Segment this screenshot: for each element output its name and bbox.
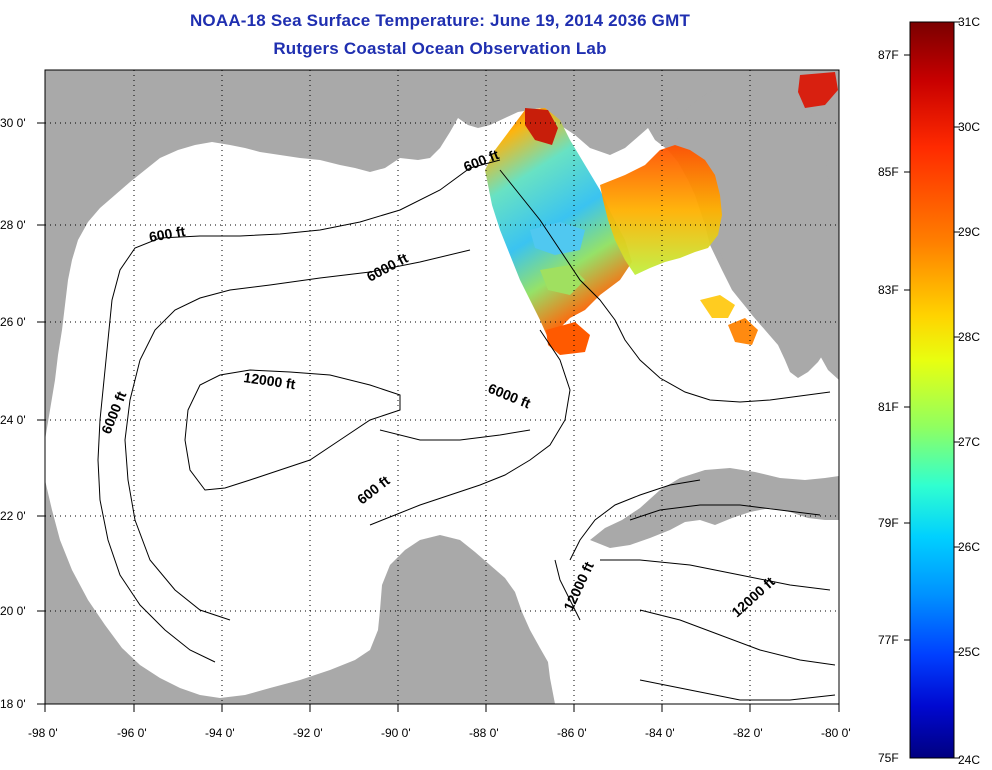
lon-label: -82 0' [733,726,763,740]
lat-label: 28 0' [0,218,26,232]
lon-label: -86 0' [557,726,587,740]
lon-label: -96 0' [117,726,147,740]
lon-label: -84 0' [645,726,675,740]
colorbar-fahrenheit-label: 79F [878,516,899,530]
map-subtitle: Rutgers Coastal Ocean Observation Lab [273,39,607,58]
lon-label: -88 0' [469,726,499,740]
map-area [45,70,839,704]
colorbar-fahrenheit-label: 85F [878,165,899,179]
land-florida [662,70,837,378]
lon-label: -98 0' [28,726,58,740]
colorbar-fahrenheit-label: 77F [878,633,899,647]
colorbar-celsius-label: 30C [958,120,980,134]
axis-ticks [37,122,840,712]
lat-axis-labels: 30 0' 28 0' 26 0' 24 0' 22 0' 20 0' 18 0… [0,116,26,711]
sst-swath [485,72,838,355]
colorbar-celsius-label: 28C [958,330,980,344]
lon-label: -94 0' [205,726,235,740]
lon-axis-labels: -98 0' -96 0' -94 0' -92 0' -90 0' -88 0… [28,726,851,740]
colorbar-fahrenheit-label: 81F [878,400,899,414]
colorbar-gradient [909,21,955,759]
colorbar-celsius-label: 26C [958,540,980,554]
land-mexico [45,480,555,704]
land-cuba [590,468,839,548]
colorbar-celsius-label: 31C [958,15,980,29]
lon-label: -92 0' [293,726,323,740]
lat-label: 18 0' [0,697,26,711]
colorbar-fahrenheit-label: 87F [878,48,899,62]
colorbar-fahrenheit-label: 83F [878,283,899,297]
lat-label: 22 0' [0,509,26,523]
lat-label: 20 0' [0,604,26,618]
map-title: NOAA-18 Sea Surface Temperature: June 19… [189,11,691,30]
colorbar: 31C 30C 29C 28C 27C 26C 25C 24C 87F 85F … [878,15,980,767]
colorbar-celsius-label: 27C [958,435,980,449]
lat-label: 24 0' [0,413,26,427]
colorbar-fahrenheit-label: 75F [878,751,899,765]
lon-label: -90 0' [381,726,411,740]
colorbar-celsius-label: 24C [958,753,980,767]
map-frame [44,69,840,705]
lat-label: 30 0' [0,116,26,130]
graticule [45,70,839,704]
colorbar-celsius-label: 29C [958,225,980,239]
lat-label: 26 0' [0,315,26,329]
lon-label: -80 0' [821,726,851,740]
contour-label: 600 ft [148,223,187,245]
contour-label: 12000 ft [243,369,297,392]
colorbar-celsius-label: 25C [958,645,980,659]
